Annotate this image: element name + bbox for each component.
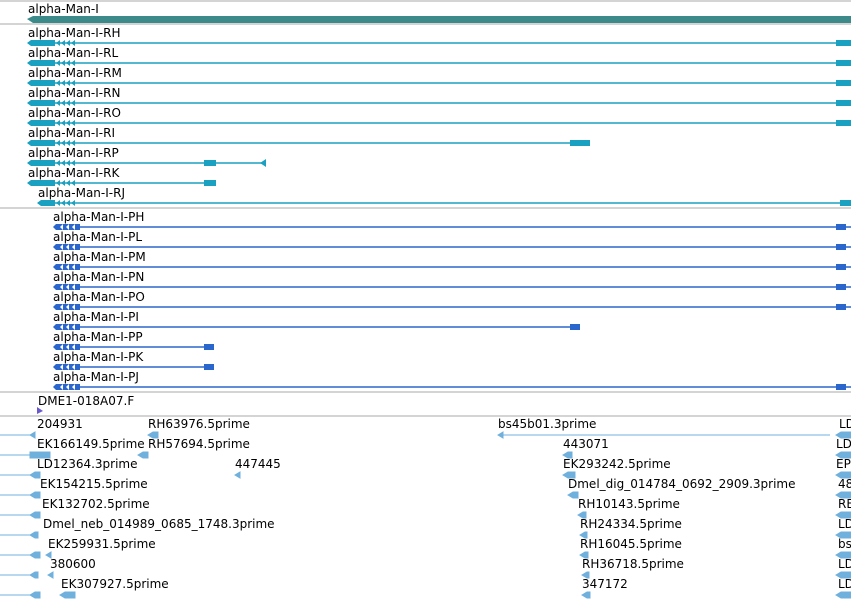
est-label[interactable]: LD	[838, 577, 851, 591]
est-feature[interactable]	[0, 591, 851, 599]
gene-track: alpha-Man-I	[0, 0, 851, 25]
est-label[interactable]: RE	[838, 497, 851, 511]
transcript-feature[interactable]	[27, 159, 266, 167]
transcript-feature[interactable]	[27, 60, 851, 66]
est-label[interactable]: EK259931.5prime	[48, 537, 156, 551]
est-label[interactable]: 380600	[50, 557, 96, 571]
est-feature[interactable]	[0, 451, 851, 459]
est-label[interactable]: EP	[836, 457, 851, 471]
protein-feature[interactable]	[53, 384, 851, 390]
protein-feature[interactable]	[53, 304, 851, 310]
transcript-feature[interactable]	[37, 200, 851, 206]
protein-feature[interactable]	[53, 364, 214, 370]
est-label[interactable]: 48	[838, 477, 851, 491]
gene-feature[interactable]	[27, 16, 851, 23]
transcript-label[interactable]: alpha-Man-I-RN	[28, 86, 120, 100]
transcript-track: alpha-Man-I-RH alpha-Man-I-RL alpha-Man-…	[0, 26, 851, 209]
est-feature[interactable]	[0, 431, 851, 439]
est-label[interactable]: 204931	[37, 417, 83, 431]
est-label[interactable]: RH16045.5prime	[580, 537, 682, 551]
transcript-label[interactable]: alpha-Man-I-RL	[28, 46, 118, 60]
est-label[interactable]: RH36718.5prime	[582, 557, 684, 571]
transcript-label[interactable]: alpha-Man-I-RP	[28, 146, 119, 160]
protein-feature[interactable]	[53, 344, 214, 350]
transcript-feature[interactable]	[27, 80, 851, 86]
est-label[interactable]: RH63976.5prime	[148, 417, 250, 431]
transcript-label[interactable]: alpha-Man-I-RI	[28, 126, 115, 140]
est-label[interactable]: 447445	[235, 457, 281, 471]
est-label[interactable]: EK307927.5prime	[61, 577, 169, 591]
est-label[interactable]: EK132702.5prime	[42, 497, 150, 511]
clone-track: DME1-018A07.F	[0, 394, 851, 417]
protein-feature[interactable]	[53, 244, 851, 250]
est-label[interactable]: bs45b01.3prime	[498, 417, 596, 431]
protein-feature[interactable]	[53, 324, 580, 330]
protein-feature[interactable]	[53, 264, 851, 270]
protein-feature[interactable]	[53, 224, 851, 230]
est-label[interactable]: LD	[838, 517, 851, 531]
est-label[interactable]: Dmel_neb_014989_0685_1748.3prime	[43, 517, 275, 531]
est-label[interactable]: 443071	[563, 437, 609, 451]
clone-label[interactable]: DME1-018A07.F	[38, 394, 134, 408]
protein-label[interactable]: alpha-Man-I-PJ	[53, 370, 139, 384]
est-label[interactable]: EK154215.5prime	[40, 477, 148, 491]
transcript-label[interactable]: alpha-Man-I-RK	[28, 166, 120, 180]
est-feature[interactable]	[0, 571, 851, 579]
transcript-label[interactable]: alpha-Man-I-RM	[28, 66, 122, 80]
est-feature[interactable]	[0, 531, 851, 539]
transcript-label[interactable]: alpha-Man-I-RH	[28, 26, 120, 40]
est-label[interactable]: LD	[838, 557, 851, 571]
transcript-feature[interactable]	[27, 140, 590, 146]
est-label[interactable]: LD	[839, 417, 851, 431]
est-label[interactable]: 347172	[582, 577, 628, 591]
transcript-feature[interactable]	[27, 180, 216, 186]
protein-label[interactable]: alpha-Man-I-PH	[53, 210, 144, 224]
protein-feature[interactable]	[53, 284, 851, 290]
gene-label[interactable]: alpha-Man-I	[28, 2, 99, 16]
clone-feature[interactable]	[37, 407, 43, 414]
est-track: 204931 RH63976.5prime bs45b01.3prime LD …	[0, 417, 851, 599]
protein-label[interactable]: alpha-Man-I-PN	[53, 270, 144, 284]
protein-label[interactable]: alpha-Man-I-PK	[53, 350, 144, 364]
est-label[interactable]: EK166149.5prime	[37, 437, 145, 451]
transcript-feature[interactable]	[27, 100, 851, 106]
protein-label[interactable]: alpha-Man-I-PL	[53, 230, 142, 244]
est-label[interactable]: bs	[838, 537, 851, 551]
protein-label[interactable]: alpha-Man-I-PP	[53, 330, 143, 344]
protein-label[interactable]: alpha-Man-I-PM	[53, 250, 146, 264]
transcript-label[interactable]: alpha-Man-I-RO	[28, 106, 121, 120]
est-label[interactable]: LD	[836, 437, 851, 451]
est-label[interactable]: RH57694.5prime	[148, 437, 250, 451]
transcript-feature[interactable]	[27, 40, 851, 46]
transcript-label[interactable]: alpha-Man-I-RJ	[38, 186, 125, 200]
est-feature[interactable]	[0, 551, 851, 559]
protein-track: alpha-Man-I-PH alpha-Man-I-PL alpha-Man-…	[0, 210, 851, 393]
est-label[interactable]: EK293242.5prime	[563, 457, 671, 471]
est-label[interactable]: RH10143.5prime	[578, 497, 680, 511]
est-feature[interactable]	[0, 491, 851, 499]
est-label[interactable]: LD12364.3prime	[37, 457, 138, 471]
protein-label[interactable]: alpha-Man-I-PI	[53, 310, 139, 324]
est-feature[interactable]	[0, 471, 851, 479]
est-label[interactable]: Dmel_dig_014784_0692_2909.3prime	[568, 477, 796, 491]
est-feature[interactable]	[0, 511, 851, 519]
protein-label[interactable]: alpha-Man-I-PO	[53, 290, 145, 304]
est-label[interactable]: RH24334.5prime	[580, 517, 682, 531]
transcript-feature[interactable]	[27, 120, 851, 126]
